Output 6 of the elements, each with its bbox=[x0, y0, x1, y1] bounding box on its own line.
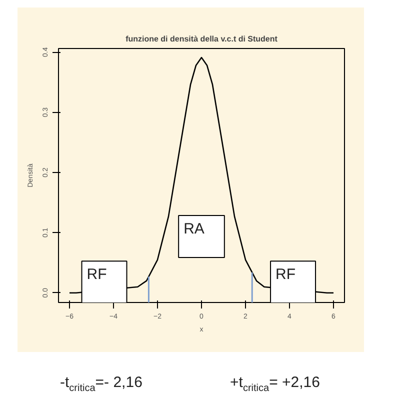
annotation: RF bbox=[86, 266, 107, 284]
chart-title: funzione di densità della v.c.t di Student bbox=[126, 34, 278, 44]
text: -t$_{critica}$=- 2,16 bbox=[60, 374, 142, 394]
text: +t$_{critica}$= +2,16 bbox=[230, 374, 320, 394]
annotation: RA bbox=[184, 220, 204, 238]
annotation: RF bbox=[276, 266, 296, 284]
